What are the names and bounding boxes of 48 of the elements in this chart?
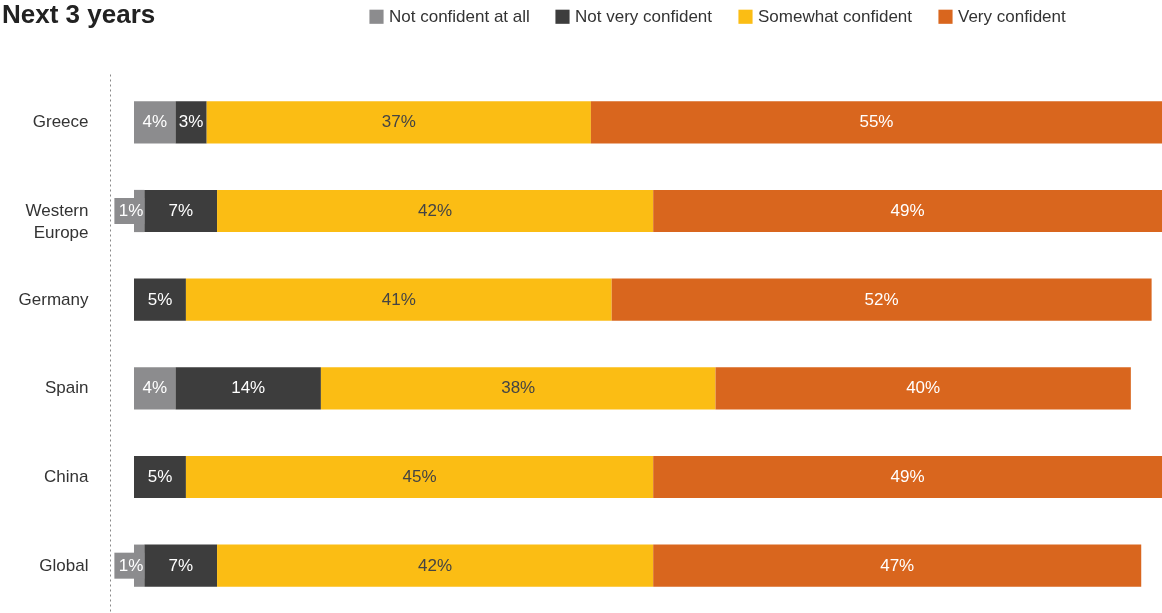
y-tick-label: Global <box>39 555 89 575</box>
bar <box>206 101 591 144</box>
legend-label: Not confident at all <box>389 6 530 26</box>
data-label: 3% <box>178 112 204 132</box>
legend-label: Somewhat confident <box>758 6 913 26</box>
y-tick-label: Greece <box>32 112 89 132</box>
bar <box>134 278 186 321</box>
bar <box>217 544 654 587</box>
y-tick-label: Germany <box>18 289 89 309</box>
data-label: 41% <box>381 289 416 309</box>
data-label: 42% <box>418 201 453 220</box>
bar <box>653 189 1162 233</box>
data-label: 14% <box>231 378 266 398</box>
data-label: 42% <box>418 555 453 575</box>
data-label: 52% <box>864 289 899 309</box>
bar <box>185 278 612 321</box>
bar <box>134 455 186 499</box>
data-label: 40% <box>906 378 941 398</box>
bar <box>611 278 1152 321</box>
chart-title: Next 3 years <box>2 0 156 29</box>
data-label: 49% <box>890 201 925 220</box>
bar <box>175 367 321 410</box>
y-tick-label: China <box>44 467 90 486</box>
data-label: 7% <box>168 555 194 575</box>
bar <box>653 455 1162 499</box>
bar <box>134 367 176 410</box>
legend-label: Not very confident <box>575 6 713 26</box>
bar <box>185 455 654 499</box>
data-label: 4% <box>142 378 168 398</box>
data-label: 37% <box>381 112 416 132</box>
data-label: 49% <box>890 467 925 486</box>
data-label: 4% <box>142 112 168 132</box>
data-label: 7% <box>168 201 194 220</box>
y-tick-label: Spain <box>45 378 89 398</box>
bar <box>320 367 716 410</box>
data-label: 55% <box>859 112 894 132</box>
data-label: 5% <box>147 289 173 309</box>
data-label: 5% <box>147 467 173 486</box>
legend-label: Very confident <box>958 6 1067 26</box>
data-label: 38% <box>501 378 536 398</box>
bar <box>653 544 1142 587</box>
y-tick-label: Western Europe <box>25 201 89 242</box>
bar <box>715 367 1131 410</box>
bar <box>590 101 1162 144</box>
data-label: 47% <box>880 555 915 575</box>
bar <box>134 101 176 144</box>
data-label: 45% <box>402 467 437 486</box>
bar <box>217 189 654 233</box>
